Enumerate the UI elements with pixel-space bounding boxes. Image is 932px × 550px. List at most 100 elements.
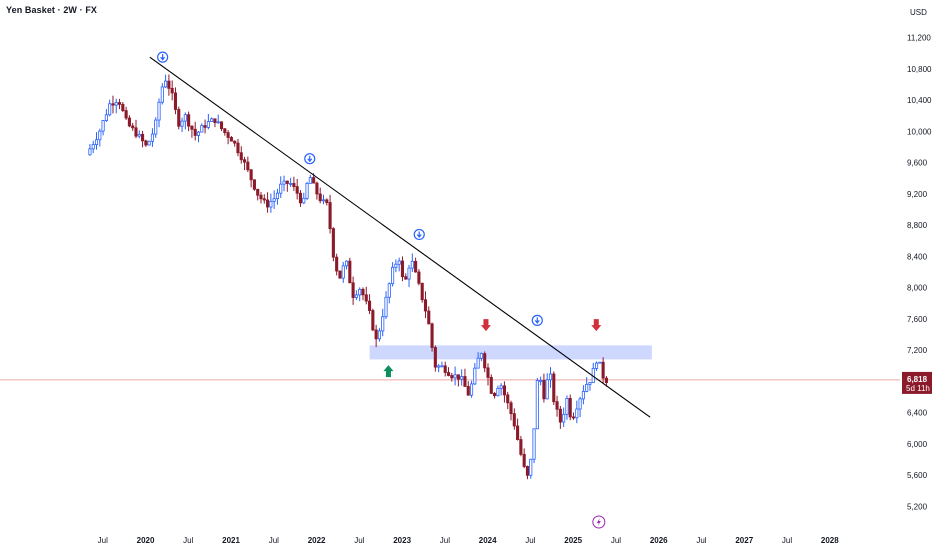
candle-body — [358, 288, 362, 296]
annotations-layer — [157, 51, 606, 529]
y-tick-label: 10,800 — [907, 65, 932, 74]
candle-body — [565, 397, 569, 415]
y-tick-label: 9,200 — [907, 190, 928, 199]
candle-body — [137, 133, 141, 137]
candle-body — [223, 128, 227, 134]
candle-body — [111, 103, 115, 106]
candle-body — [279, 183, 283, 194]
candle-body — [315, 182, 319, 195]
candle-body — [144, 140, 148, 146]
candle-body — [512, 413, 516, 427]
candle-body — [348, 260, 352, 284]
x-tick-label: Jul — [98, 536, 108, 545]
candle-body — [318, 193, 322, 202]
candle-body — [335, 256, 339, 272]
trendline — [149, 56, 651, 418]
candle-body — [131, 125, 135, 129]
candle-body — [262, 198, 266, 201]
y-tick-label: 11,200 — [907, 34, 931, 43]
candle-body — [539, 380, 543, 382]
candle-body — [430, 323, 434, 348]
candle-body — [173, 92, 178, 110]
candle-body — [312, 177, 316, 184]
x-tick-label: Jul — [611, 536, 621, 545]
candle-body — [154, 119, 158, 135]
candle-body — [302, 197, 306, 204]
candle-body — [391, 266, 395, 285]
candle-body — [522, 453, 526, 467]
candle-body — [104, 114, 108, 122]
candle-body — [157, 101, 161, 121]
y-tick-label: 10,400 — [907, 96, 932, 105]
x-tick-label: 2026 — [650, 536, 668, 545]
candle-body — [427, 310, 431, 325]
x-tick-label: 2023 — [393, 536, 411, 545]
candle-body — [384, 296, 388, 318]
candle-body — [121, 103, 125, 112]
candle-body — [410, 260, 414, 269]
candle-body — [581, 390, 585, 400]
candle-body — [535, 380, 539, 430]
candle-body — [187, 114, 191, 127]
candle-body — [124, 110, 128, 119]
x-tick-label: 2022 — [308, 536, 326, 545]
resistance-zone-layer — [369, 345, 652, 360]
candle-body — [88, 148, 92, 156]
candle-body — [364, 294, 368, 302]
candle-body — [98, 130, 102, 141]
candle-body — [476, 357, 480, 369]
candle-body — [275, 192, 279, 200]
candle-body — [354, 294, 358, 298]
info-marker-icon — [157, 51, 169, 63]
candle-body — [226, 132, 230, 138]
x-tick-label: 2020 — [137, 536, 155, 545]
y-tick-label: 8,000 — [907, 284, 928, 293]
candle-body — [206, 121, 210, 128]
candle-body — [585, 383, 589, 392]
candles-layer — [88, 74, 608, 480]
candle-body — [374, 329, 378, 340]
candle-body — [127, 117, 131, 127]
candle-body — [331, 228, 335, 258]
candle-body — [180, 120, 184, 127]
candle-body — [298, 192, 303, 204]
time-axis[interactable]: Jul 2020 Jul 2021 Jul 2022 Jul 2023 Jul 2024 Jul 20… — [98, 536, 840, 545]
candle-body — [210, 118, 214, 122]
candle-body — [259, 194, 263, 200]
candle-body — [269, 200, 273, 208]
candle-body — [377, 330, 381, 340]
price-axis[interactable]: USD 11,200 10,800 10,400 10,000 9,600 9,200 8,… — [907, 8, 932, 511]
candle-body — [506, 394, 510, 404]
candle-body — [446, 372, 451, 376]
x-tick-label: 2021 — [222, 536, 240, 545]
candle-body — [594, 362, 599, 369]
candle-body — [479, 353, 483, 359]
last-price-tag: 6,818 5d 11h — [902, 371, 932, 394]
candle-body — [400, 260, 405, 278]
currency-label: USD — [910, 8, 927, 17]
candle-body — [558, 408, 562, 423]
candle-body — [114, 102, 118, 106]
candle-body — [94, 139, 99, 145]
candle-body — [147, 140, 151, 146]
candle-body — [308, 177, 312, 184]
candle-body — [193, 128, 197, 136]
last-price-label: 6,818 — [907, 375, 928, 384]
candle-body — [321, 199, 326, 202]
candle-body — [437, 365, 441, 368]
candle-body — [496, 387, 500, 397]
candle-body — [101, 120, 105, 132]
candle-body — [473, 367, 477, 385]
chart-title: Yen Basket · 2W · FX — [6, 5, 98, 15]
candle-body — [272, 198, 276, 202]
candle-body — [486, 367, 490, 378]
candle-body — [266, 199, 270, 208]
y-tick-label: 7,200 — [907, 346, 928, 355]
candle-body — [502, 385, 506, 396]
candle-body — [252, 179, 256, 190]
candle-body — [236, 142, 240, 154]
candle-body — [450, 375, 454, 379]
candle-body — [361, 288, 365, 296]
candle-body — [489, 376, 493, 394]
